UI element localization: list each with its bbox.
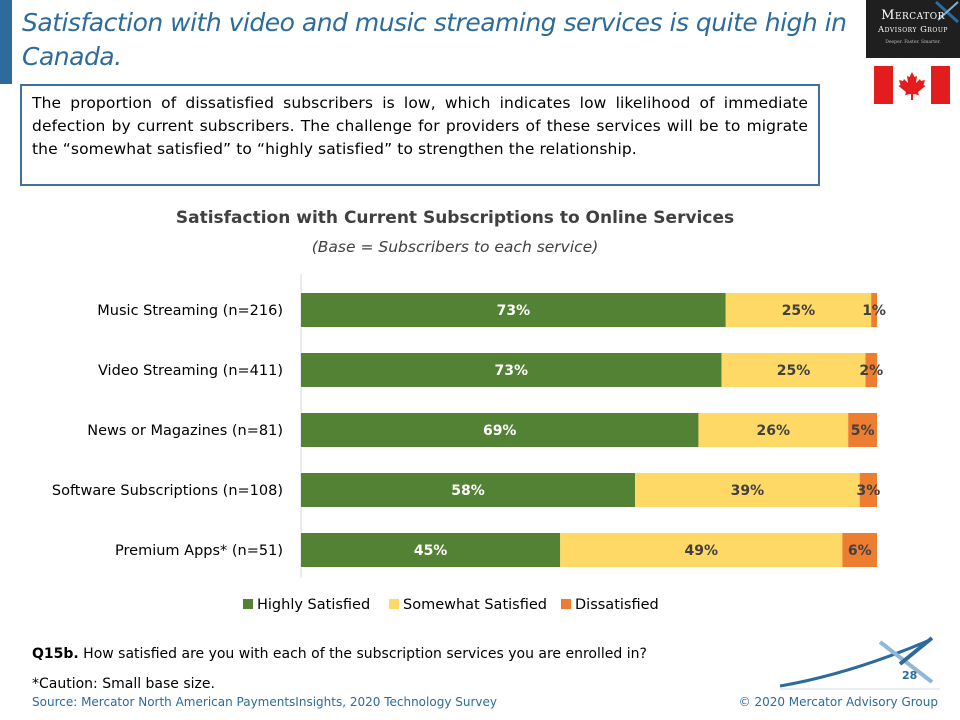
legend-swatch [561,599,571,609]
survey-question: Q15b. How satisfied are you with each of… [32,646,647,662]
data-label: 1% [862,303,886,319]
copyright-note: © 2020 Mercator Advisory Group [738,695,938,709]
category-label: Video Streaming (n=411) [98,363,283,379]
category-label: Premium Apps* (n=51) [115,543,283,559]
data-label: 26% [757,423,791,439]
bar-segment [865,353,877,387]
title-accent-bar [0,0,12,84]
bar-segment [560,533,843,567]
bar-segment [721,353,866,387]
data-label: 39% [731,483,765,499]
mercator-logo: Mercator Advisory Group Deeper. Faster. … [866,0,960,58]
legend-swatch [389,599,399,609]
bar-segment [859,473,877,507]
bar-segment [301,413,699,447]
data-label: 5% [851,423,875,439]
source-note: Source: Mercator North American Payments… [32,695,497,709]
bar-segment [301,473,636,507]
category-label: News or Magazines (n=81) [87,423,283,439]
logo-swoosh-icon [934,0,960,24]
insight-callout: The proportion of dissatisfied subscribe… [20,84,820,186]
category-label: Music Streaming (n=216) [97,303,283,319]
bar-segment [842,533,877,567]
data-label: 2% [859,363,883,379]
chart-subtitle: (Base = Subscribers to each service) [311,238,599,256]
bar-segment [635,473,860,507]
bar-segment [848,413,877,447]
category-label: Software Subscriptions (n=108) [52,483,283,499]
footer-swoosh-icon [780,636,940,690]
bar-segment [301,293,726,327]
logo-subname: Advisory Group [878,25,948,35]
bar-segment [698,413,849,447]
chart-title: Satisfaction with Current Subscriptions … [175,208,735,228]
legend-label: Dissatisfied [575,597,659,613]
bar-segment [871,293,877,327]
data-label: 6% [848,543,872,559]
data-label: 25% [782,303,816,319]
bar-segment [725,293,872,327]
data-label: 58% [451,483,485,499]
data-label: 45% [414,543,448,559]
legend-label: Highly Satisfied [257,597,370,613]
legend-label: Somewhat Satisfied [403,597,547,613]
data-label: 25% [777,363,811,379]
slide-title: Satisfaction with video and music stream… [22,8,847,71]
caution-note: *Caution: Small base size. [32,676,215,692]
data-label: 69% [483,423,517,439]
bar-segment [301,533,561,567]
page-number: 28 [902,669,918,682]
data-label: 49% [685,543,719,559]
data-label: 3% [856,483,880,499]
logo-name: Mercator [881,8,945,23]
data-label: 73% [494,363,528,379]
question-label: Q15b. [32,646,79,662]
stacked-bar-chart: Music Streaming (n=216) 73% 25% 1% Video Str… [52,274,886,613]
legend-swatch [243,599,253,609]
question-text: How satisfied are you with each of the s… [78,646,647,662]
bar-segment [301,353,722,387]
canada-flag-icon [874,66,950,104]
logo-tagline: Deeper. Faster. Smarter. [885,40,941,45]
data-label: 73% [497,303,531,319]
